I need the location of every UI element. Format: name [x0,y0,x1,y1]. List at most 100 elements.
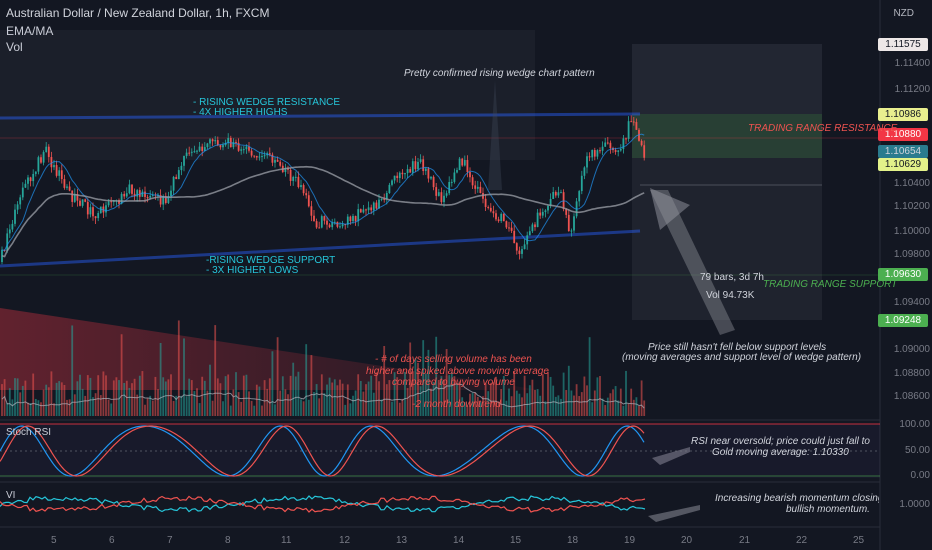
volume-bar [261,405,263,416]
candle-body [279,161,282,166]
volume-bar [562,372,565,416]
candle-body [443,195,445,203]
candle-body [219,145,222,148]
downtrend-note: -2 month downtrend [412,399,501,410]
candle-body [461,158,464,166]
volume-bar [203,380,206,416]
candle-body [365,209,367,211]
vi-level: 1.0000 [899,499,930,510]
candle-body [534,224,536,228]
volume-bar [177,320,180,416]
volume-ma-line [1,383,645,409]
candle-body [224,143,227,146]
candle-body [354,215,357,222]
volume-bar [216,378,219,416]
indicator-vol[interactable]: Vol [6,40,23,54]
volume-bar [193,391,196,416]
volume-bar [567,365,570,416]
candle-body [16,204,19,210]
vi-minus-line [0,495,646,513]
volume-bar [32,373,35,416]
volume-bar [240,401,243,416]
candle-body [97,213,100,219]
candle-body [193,151,196,153]
candle-body [216,140,219,146]
volume-bar [471,392,474,416]
indicator-ema-ma[interactable]: EMA/MA [6,24,54,38]
candle-body [570,230,573,232]
volume-bar [404,372,406,416]
volume-bar [489,383,492,416]
candle-body [450,181,453,183]
candle-body [513,230,516,244]
vi-label[interactable]: VI [6,490,16,501]
stoch-rsi-label[interactable]: Stoch RSI [6,427,52,438]
volume-bar [45,384,48,416]
candle-body [601,146,604,151]
volume-bar [422,340,425,416]
candle-body [289,169,292,181]
candle-body [622,138,625,150]
price-tick: 1.11400 [894,58,930,69]
volume-bar [318,398,321,416]
stoch-k-line [0,425,645,477]
candle-body [206,143,209,148]
volume-bar [445,349,448,416]
candle-body [326,220,328,225]
candle-body [120,193,123,204]
volume-bar [292,362,295,416]
volume-bar [357,374,360,416]
volume-bar [349,403,352,416]
volume-bar [359,380,362,416]
volume-bar [437,380,440,416]
candle-body [625,138,627,140]
price-tag-resistance: 1.10986 [878,108,928,121]
candle-body [458,158,461,171]
candle-body [554,191,557,196]
volume-bar [627,403,630,416]
symbol-title[interactable]: Australian Dollar / New Zealand Dollar, … [6,6,270,20]
volume-bar [53,403,55,416]
candle-body [271,154,274,163]
volume-bar [40,402,42,416]
candle-body [606,142,609,144]
volume-bar [183,338,185,416]
volume-bar [92,397,94,416]
position-risk-zone [632,44,822,114]
volume-bar [274,404,276,416]
candle-body [515,243,518,251]
candle-body [591,149,594,158]
candle-body [547,205,549,211]
volume-bar [344,404,347,416]
candle-body [66,186,68,188]
candle-body [398,172,401,179]
candle-body [635,122,638,130]
volume-bar [474,392,477,416]
resistance-note-1: - RISING WEDGE RESISTANCE [193,97,341,108]
volume-bar [380,399,383,416]
candle-body [630,121,633,123]
candle-body [396,175,399,179]
volume-bar [443,379,445,416]
candle-body [300,185,302,188]
candle-body [149,195,152,198]
volume-bar [625,370,627,416]
arrow-to-support [650,190,735,335]
candle-body [474,185,477,189]
volume-bar [188,378,191,416]
support-note-1: -RISING WEDGE SUPPORT [206,255,336,266]
volume-bar [47,387,50,416]
volume-bar [354,390,357,416]
price-tick: 1.08600 [893,391,930,402]
candle-body [401,172,404,175]
volume-bar [549,376,552,416]
candle-body [599,150,601,152]
time-tick: 18 [567,535,579,546]
volume-bar [544,401,547,416]
volume-bar [531,379,534,416]
candle-body [495,213,497,220]
stoch-level-100: 100.00 [899,419,930,430]
volume-bar [583,376,586,416]
candle-body [471,177,474,186]
